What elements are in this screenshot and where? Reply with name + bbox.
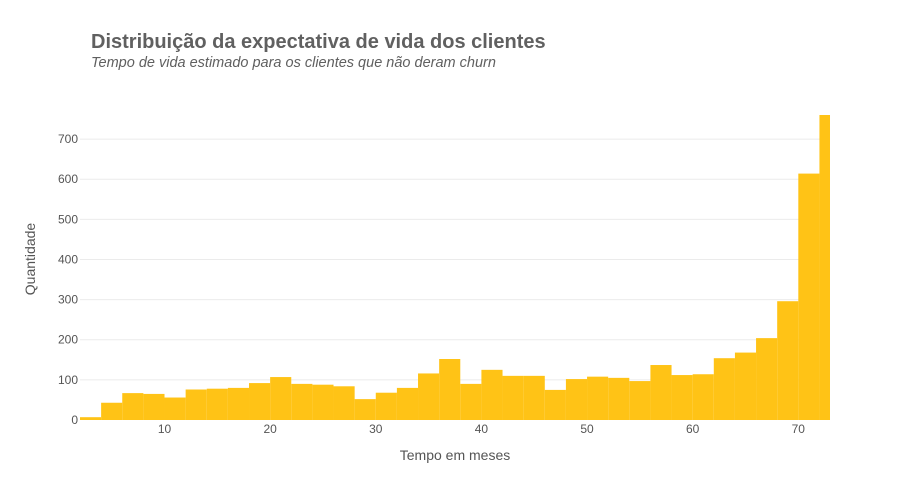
histogram-bar <box>565 379 588 420</box>
histogram-bar <box>798 173 820 420</box>
histogram-bar <box>650 365 672 420</box>
y-tick-label: 300 <box>58 293 78 307</box>
histogram-bar <box>460 383 482 420</box>
histogram-bar <box>164 397 186 420</box>
x-tick-label: 40 <box>475 422 489 436</box>
x-tick-label: 50 <box>580 422 594 436</box>
histogram-bar <box>734 352 757 420</box>
histogram-bar <box>756 338 778 420</box>
x-tick-label: 70 <box>792 422 806 436</box>
histogram-bar <box>333 386 355 420</box>
histogram-bar <box>80 417 102 420</box>
histogram-bar <box>249 383 271 420</box>
histogram-bar <box>544 389 566 420</box>
y-tick-label: 100 <box>58 373 78 387</box>
y-tick-label: 500 <box>58 212 78 226</box>
histogram-bar <box>206 388 228 420</box>
chart-title: Distribuição da expectativa de vida dos … <box>91 31 546 53</box>
x-axis-label: Tempo em meses <box>400 447 510 463</box>
y-axis-label: Quantidade <box>22 223 38 296</box>
histogram-bar <box>819 115 830 420</box>
histogram-bar <box>396 387 419 420</box>
x-tick-label: 10 <box>158 422 172 436</box>
histogram-bar <box>692 374 714 420</box>
histogram-bar <box>101 402 123 420</box>
histogram-bar <box>629 381 651 420</box>
chart-subtitle: Tempo de vida estimado para os clientes … <box>91 55 496 71</box>
histogram-bar <box>713 358 735 420</box>
x-tick-label: 30 <box>369 422 383 436</box>
y-tick-label: 0 <box>71 413 78 427</box>
histogram-bar <box>502 375 524 420</box>
histogram-bars <box>80 115 830 420</box>
grid-lines <box>80 138 830 381</box>
histogram-bar <box>608 377 630 420</box>
histogram-bar <box>375 392 397 420</box>
y-tick-label: 700 <box>58 132 78 146</box>
y-axis-ticks: 0 100 200 300 400 500 600 700 <box>58 132 78 427</box>
histogram-bar <box>523 375 545 420</box>
histogram-bar <box>354 399 376 420</box>
histogram-bar <box>671 375 693 420</box>
y-tick-label: 400 <box>58 252 78 266</box>
histogram-bar <box>587 376 609 420</box>
histogram-bar <box>122 393 144 420</box>
x-tick-label: 60 <box>686 422 700 436</box>
histogram-bar <box>418 373 440 420</box>
histogram-bar <box>143 393 165 420</box>
y-tick-label: 200 <box>58 333 78 347</box>
histogram-bar <box>227 387 250 420</box>
histogram-bar <box>439 359 461 420</box>
histogram-bar <box>185 389 207 420</box>
x-axis-ticks: 10 20 30 40 50 60 70 <box>158 422 805 436</box>
x-tick-label: 20 <box>263 422 277 436</box>
histogram-bar <box>291 383 313 420</box>
y-tick-label: 600 <box>58 172 78 186</box>
histogram-bar <box>481 369 503 420</box>
histogram-bar <box>270 377 292 420</box>
histogram-bar <box>312 384 334 420</box>
histogram-bar <box>777 301 799 420</box>
